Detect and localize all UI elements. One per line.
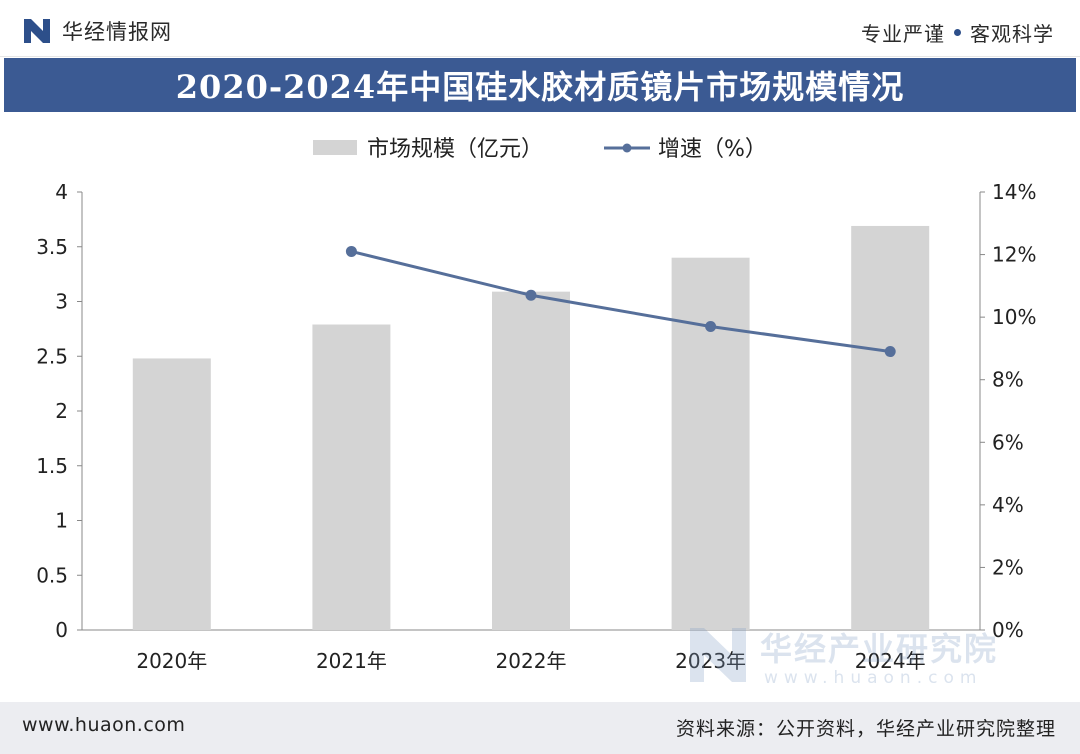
left-axis-tick-label: 3.5 bbox=[36, 235, 68, 259]
left-axis-tick-label: 0 bbox=[55, 618, 68, 642]
legend-line-label: 增速（%） bbox=[658, 137, 767, 162]
top-bar: 华经情报网 专业严谨 客观科学 bbox=[0, 0, 1080, 57]
chart-title-band: 2020-2024年中国硅水胶材质镜片市场规模情况 bbox=[4, 58, 1076, 112]
chart-area: 市场规模（亿元） 增速（%） 0 0.5 1 1.5 2 2.5 3 3.5 4 0% 2% 4% 6%… bbox=[0, 112, 1080, 702]
right-axis-tick-label: 6% bbox=[992, 430, 1024, 454]
growth-point bbox=[525, 289, 537, 301]
combo-chart: 市场规模（亿元） 增速（%） 0 0.5 1 1.5 2 2.5 3 3.5 4 0% 2% 4% 6%… bbox=[36, 137, 1036, 673]
left-axis-tick-label: 4 bbox=[55, 180, 68, 204]
right-axis-tick-label: 0% bbox=[992, 618, 1024, 642]
left-axis-tick-label: 1 bbox=[55, 509, 68, 533]
brand-logo-icon bbox=[24, 19, 50, 43]
watermark-name: 华经产业研究院 bbox=[760, 630, 999, 668]
right-axis-tick-label: 4% bbox=[992, 493, 1024, 517]
left-axis-tick-label: 2.5 bbox=[36, 344, 68, 368]
left-axis-tick-label: 0.5 bbox=[36, 563, 68, 587]
bar-series bbox=[132, 225, 930, 630]
bar bbox=[312, 324, 391, 630]
chart-title: 2020-2024年中国硅水胶材质镜片市场规模情况 bbox=[175, 68, 905, 106]
legend-line-marker bbox=[622, 143, 632, 153]
brand-name: 华经情报网 bbox=[62, 20, 172, 44]
legend-bar-label: 市场规模（亿元） bbox=[367, 137, 543, 162]
watermark-url: www.huaon.com bbox=[764, 668, 983, 688]
slogan-left: 专业严谨 bbox=[861, 22, 945, 46]
right-axis-tick-label: 2% bbox=[992, 555, 1024, 579]
x-axis-tick-label: 2023年 bbox=[675, 649, 746, 673]
bar bbox=[132, 358, 211, 630]
x-axis-labels: 2020年 2021年 2022年 2023年 2024年 bbox=[136, 649, 925, 673]
footer: www.huaon.com 资料来源：公开资料，华经产业研究院整理 bbox=[0, 702, 1080, 754]
growth-line bbox=[351, 249, 891, 354]
growth-point bbox=[705, 321, 717, 333]
right-axis-tick-label: 8% bbox=[992, 368, 1024, 392]
left-axis-tick-label: 2 bbox=[55, 399, 68, 423]
growth-point bbox=[345, 245, 357, 257]
slogan: 专业严谨 客观科学 bbox=[861, 18, 1054, 47]
brand[interactable]: 华经情报网 bbox=[24, 16, 172, 46]
bar bbox=[851, 225, 930, 630]
watermark: 华经产业研究院 www.huaon.com bbox=[690, 620, 1030, 700]
chart-legend: 市场规模（亿元） 增速（%） bbox=[313, 137, 767, 162]
right-axis-tick-label: 12% bbox=[992, 243, 1036, 267]
footer-source: 资料来源：公开资料，华经产业研究院整理 bbox=[675, 718, 1056, 740]
x-axis-tick-label: 2022年 bbox=[496, 649, 567, 673]
chart-axes: 0 0.5 1 1.5 2 2.5 3 3.5 4 0% 2% 4% 6% 8% 10% 12% 14% bbox=[36, 180, 1036, 642]
right-axis-tick-label: 10% bbox=[992, 305, 1036, 329]
line-series bbox=[345, 245, 896, 358]
bar bbox=[671, 257, 750, 630]
left-axis-tick-label: 1.5 bbox=[36, 454, 68, 478]
right-axis-tick-label: 14% bbox=[992, 180, 1036, 204]
bullet-dot-icon bbox=[954, 29, 961, 36]
x-axis-tick-label: 2020年 bbox=[136, 649, 207, 673]
x-axis-tick-label: 2021年 bbox=[316, 649, 387, 673]
footer-url[interactable]: www.huaon.com bbox=[22, 714, 186, 736]
left-axis-tick-label: 3 bbox=[55, 290, 68, 314]
bar bbox=[492, 291, 570, 630]
x-axis-tick-label: 2024年 bbox=[855, 649, 926, 673]
growth-point bbox=[884, 346, 896, 358]
slogan-right: 客观科学 bbox=[970, 22, 1054, 46]
legend-bar-swatch bbox=[313, 140, 357, 155]
watermark-logo-icon bbox=[690, 628, 746, 682]
